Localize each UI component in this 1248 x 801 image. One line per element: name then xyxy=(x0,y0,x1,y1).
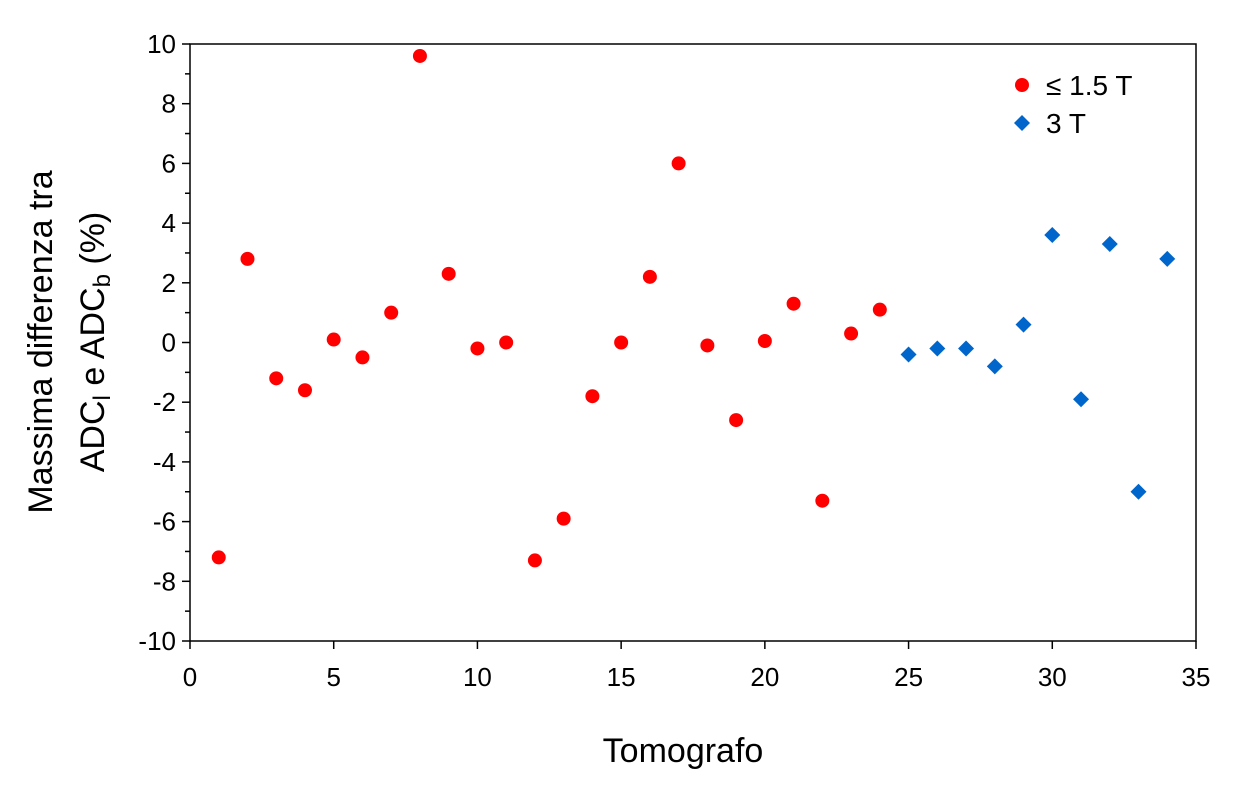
data-point xyxy=(872,302,887,317)
data-point xyxy=(844,326,859,341)
data-point xyxy=(1044,227,1061,244)
y-tick-label: 0 xyxy=(162,328,176,358)
data-point xyxy=(900,346,917,363)
legend-marker xyxy=(1014,115,1030,131)
y-tick-label: 8 xyxy=(162,89,176,119)
y-axis-title: Massima differenza tra xyxy=(22,170,60,513)
x-tick-label: 25 xyxy=(894,662,923,692)
data-point xyxy=(211,550,226,565)
y-tick-label: -6 xyxy=(153,507,176,537)
data-point xyxy=(786,296,801,311)
data-point xyxy=(1015,316,1032,333)
data-point xyxy=(1130,483,1147,500)
y-axis-title-part: e ADC xyxy=(74,287,112,395)
data-point xyxy=(929,340,946,357)
data-point xyxy=(527,553,542,568)
y-tick-label: -10 xyxy=(138,626,176,656)
y-tick-label: 4 xyxy=(162,208,176,238)
x-tick-label: 35 xyxy=(1182,662,1211,692)
y-tick-label: 10 xyxy=(147,29,176,59)
data-point xyxy=(585,389,600,404)
data-point xyxy=(326,332,341,347)
legend-label: ≤ 1.5 T xyxy=(1046,70,1132,101)
data-point xyxy=(1159,250,1176,267)
x-tick-label: 5 xyxy=(326,662,340,692)
y-tick-label: 2 xyxy=(162,268,176,298)
y-tick-label: -8 xyxy=(153,566,176,596)
data-point xyxy=(671,156,686,171)
x-tick-label: 30 xyxy=(1038,662,1067,692)
data-point xyxy=(757,334,772,349)
y-tick-label: 6 xyxy=(162,148,176,178)
data-point xyxy=(470,341,485,356)
x-tick-label: 0 xyxy=(183,662,197,692)
data-point xyxy=(412,48,427,63)
data-point xyxy=(614,335,629,350)
y-axis-title-part: (%) xyxy=(74,212,112,274)
y-axis-title-sub: b xyxy=(89,274,116,287)
data-point xyxy=(499,335,514,350)
data-point xyxy=(700,338,715,353)
data-point xyxy=(297,383,312,398)
data-point xyxy=(729,413,744,428)
data-point xyxy=(384,305,399,320)
y-axis-title: ADCl e ADCb (%) xyxy=(74,212,116,473)
y-axis-title-part: ADC xyxy=(74,400,112,472)
data-point xyxy=(986,358,1003,375)
data-point xyxy=(240,251,255,266)
legend-marker xyxy=(1015,78,1029,92)
legend-label: 3 T xyxy=(1046,108,1086,139)
y-tick-label: -4 xyxy=(153,447,176,477)
data-point xyxy=(355,350,370,365)
x-axis-title: Tomografo xyxy=(603,732,764,770)
y-axis-title-sub: l xyxy=(89,395,116,400)
x-tick-label: 10 xyxy=(463,662,492,692)
data-point xyxy=(958,340,975,357)
x-tick-label: 20 xyxy=(750,662,779,692)
data-point xyxy=(642,269,657,284)
data-point xyxy=(1073,391,1090,408)
data-point xyxy=(1101,235,1118,252)
data-point xyxy=(556,511,571,526)
data-point xyxy=(441,266,456,281)
x-tick-label: 15 xyxy=(607,662,636,692)
y-tick-label: -2 xyxy=(153,387,176,417)
data-point xyxy=(269,371,284,386)
data-point xyxy=(815,493,830,508)
